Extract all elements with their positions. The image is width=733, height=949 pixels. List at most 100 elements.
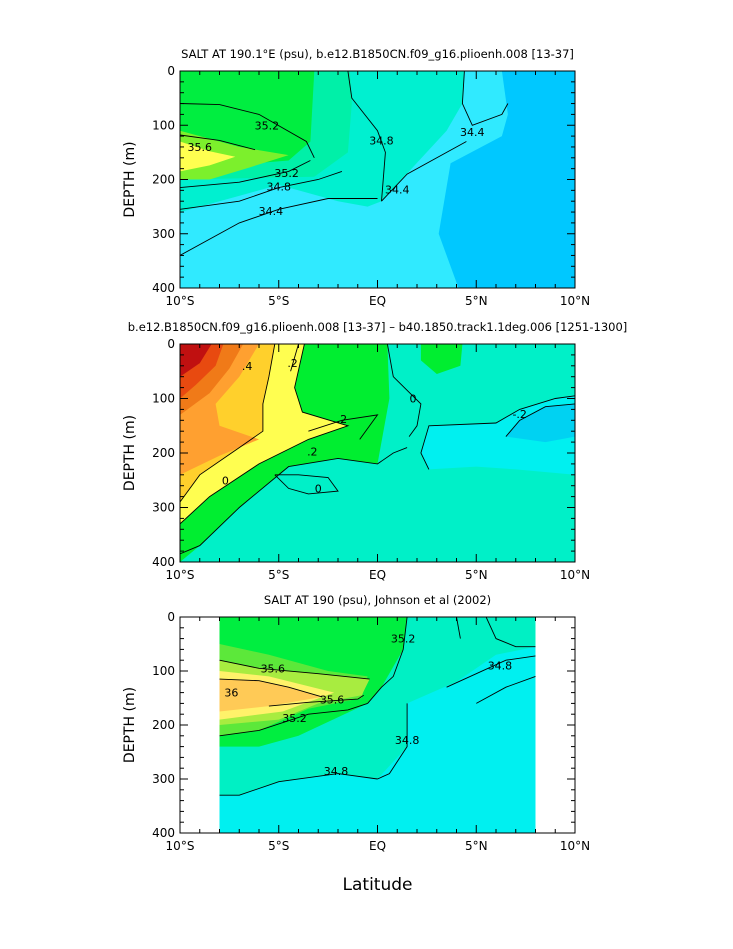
contour-label: .2: [287, 357, 298, 370]
contour-label: 0: [222, 474, 229, 487]
contour-label: 0: [410, 393, 417, 406]
contour-line: [180, 447, 408, 555]
contour-label: 34.8: [369, 134, 394, 147]
contour-label: 35.2: [282, 712, 307, 725]
contour-line: [219, 702, 368, 737]
contour-line: [461, 71, 509, 126]
y-tick-label: 200: [152, 718, 175, 732]
y-tick-label: 400: [152, 826, 175, 840]
y-tick-label: 300: [152, 772, 175, 786]
fill-region-35.4-35.6: [180, 130, 289, 180]
y-tick-label: 100: [152, 392, 175, 406]
plot-area: 35.6 36 35.6 35.2 35.2 34.8 34.8 34.8: [219, 617, 536, 833]
contour-line: [308, 414, 379, 440]
y-tick-label: 400: [152, 281, 175, 295]
chart-title: SALT AT 190.1°E (psu), b.e12.B1850CN.f09…: [181, 47, 574, 61]
y-tick-label: 0: [167, 337, 175, 351]
contour-label: 34.4: [385, 183, 410, 196]
contour-label: 36: [224, 687, 238, 700]
plot-area: 35.235.635.234.834.434.834.434.4: [180, 71, 575, 288]
contour-label: 34.8: [488, 660, 513, 673]
x-tick-label: 5°N: [465, 294, 488, 308]
x-tick-label: 5°N: [465, 568, 488, 582]
panel-model-salinity: 35.235.635.234.834.434.834.434.410°S 5°S E…: [122, 47, 590, 308]
contour-line: [485, 617, 536, 648]
contour-label: -.2: [512, 408, 526, 421]
x-tick-label: 10°S: [166, 839, 195, 853]
x-tick-label: 5°S: [268, 839, 289, 853]
y-tick-label: 400: [152, 555, 175, 569]
contour-label: 35.2: [274, 167, 299, 180]
x-axis-label: Latitude: [343, 875, 413, 895]
contour-line: [180, 344, 350, 525]
contour-label: 34.8: [324, 765, 349, 778]
x-tick-label: 10°N: [560, 839, 590, 853]
contour-label: 35.6: [188, 141, 213, 154]
y-tick-label: 200: [152, 446, 175, 460]
contour-line: [505, 403, 575, 437]
contour-line: [274, 474, 339, 495]
x-tick-label: EQ: [369, 294, 386, 308]
contour-label: 35.2: [391, 633, 416, 646]
contour-line: [180, 103, 315, 158]
y-axis-label: DEPTH (m): [122, 687, 138, 763]
contour-label: .2: [337, 413, 348, 426]
contour-label: .2: [307, 445, 318, 458]
contour-line: [219, 678, 323, 698]
contour-label: 34.8: [267, 181, 292, 194]
contour-line: [420, 395, 575, 470]
chart-title: b.e12.B1850CN.f09_g16.plioenh.008 ​[13-3…: [128, 320, 628, 334]
fill-region-0.1-0.2b: [420, 344, 463, 374]
contour-label: 34.8: [395, 734, 420, 747]
contour-line: [268, 694, 364, 707]
y-tick-label: 100: [152, 118, 175, 132]
contour-line: [219, 773, 378, 796]
contour-line: [446, 655, 536, 688]
contour-label: 35.6: [320, 694, 345, 707]
x-tick-label: 10°N: [560, 294, 590, 308]
contour-line: [180, 160, 311, 189]
contour-label: 34.4: [259, 205, 284, 218]
plot-area: 0 0 .2 .2 .4 .2 0 -.2: [180, 344, 575, 562]
fill-region--1.2: [180, 344, 212, 377]
y-axis-label: DEPTH (m): [122, 415, 138, 491]
y-tick-label: 0: [167, 610, 175, 624]
y-tick-label: 200: [152, 173, 175, 187]
x-tick-label: 5°S: [268, 294, 289, 308]
fill-region--0.2: [505, 403, 575, 443]
y-tick-label: 100: [152, 664, 175, 678]
y-tick-label: 300: [152, 227, 175, 241]
contour-line: [456, 617, 461, 639]
contour-line: [180, 170, 343, 210]
chart-title: SALT AT 190 (psu), Johnson et al (2002): [264, 593, 491, 607]
panel-salinity-difference: 0 0 .2 .2 .4 .2 0 -.2 10°S 5°S EQ 5°N 10°N 0 100 200 300…: [122, 320, 627, 582]
contour-line: [180, 344, 276, 503]
fill-region-35.6-36.0: [180, 141, 236, 172]
x-tick-label: 10°S: [166, 568, 195, 582]
contour-line: [381, 141, 467, 202]
y-tick-label: 0: [167, 64, 175, 78]
fill-region--36.0: [219, 679, 323, 712]
contour-label: 35.2: [255, 119, 280, 132]
contour-line: [476, 675, 536, 704]
y-tick-label: 300: [152, 501, 175, 515]
contour-line: [386, 344, 422, 437]
x-tick-label: EQ: [369, 568, 386, 582]
contour-label: 0: [315, 482, 322, 495]
contour-line: [367, 617, 408, 704]
y-axis-label: DEPTH (m): [122, 141, 138, 217]
x-tick-label: 5°N: [465, 839, 488, 853]
contour-label: .4: [242, 360, 253, 373]
x-tick-label: 10°S: [166, 294, 195, 308]
contour-line: [347, 71, 386, 202]
contour-line: [219, 659, 370, 680]
contour-line: [290, 344, 299, 372]
contour-line: [180, 198, 378, 256]
contour-line: [180, 134, 256, 151]
x-tick-label: 10°N: [560, 568, 590, 582]
contour-label: 34.4: [460, 126, 485, 139]
x-tick-label: 5°S: [268, 568, 289, 582]
contour-line: [377, 703, 408, 780]
x-tick-label: EQ: [369, 839, 386, 853]
